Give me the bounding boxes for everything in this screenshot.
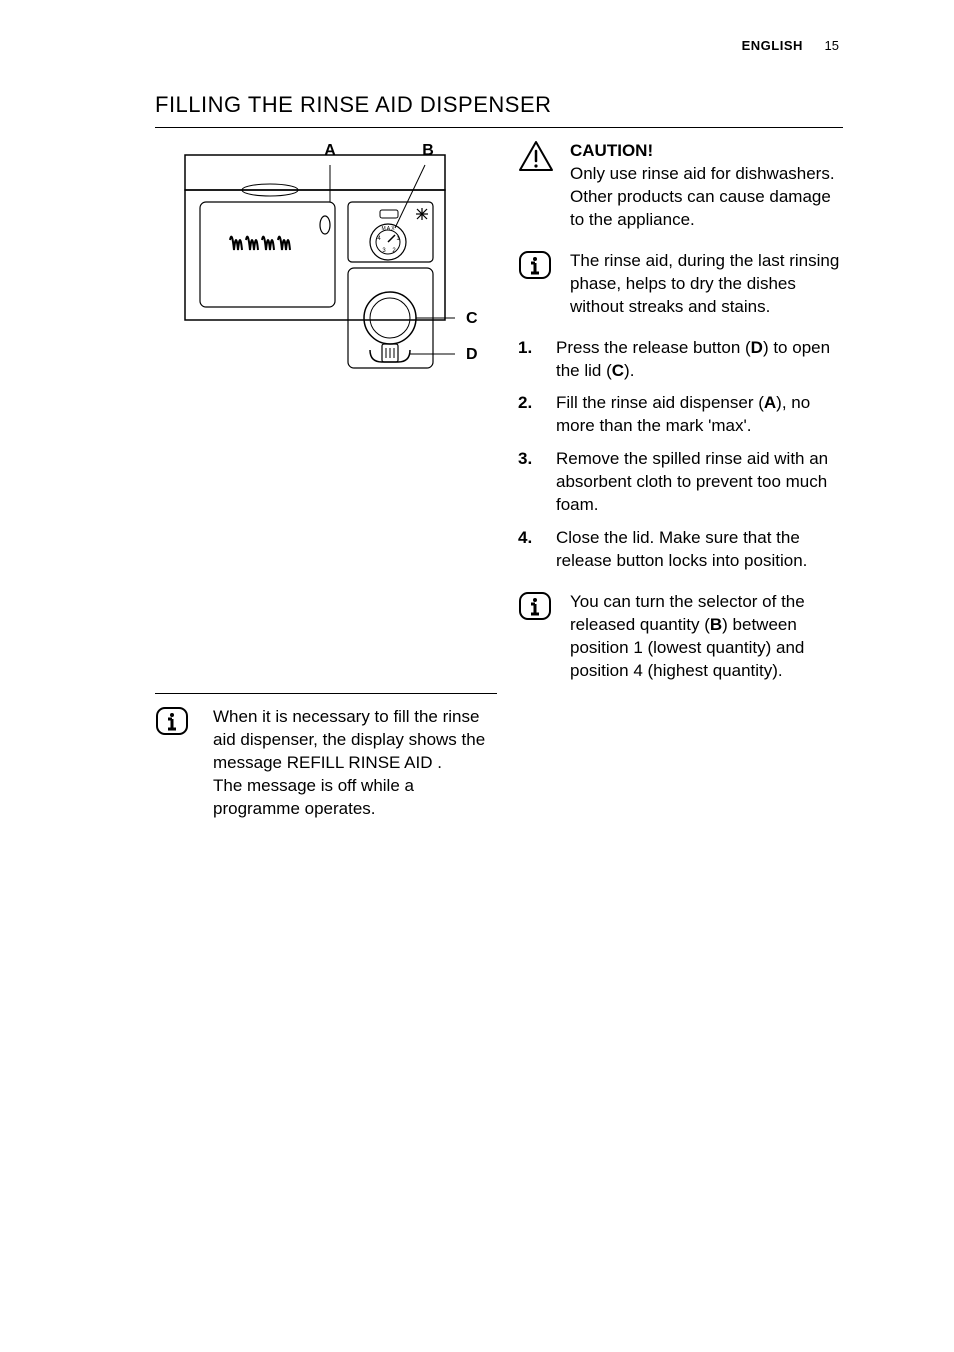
bottom-rule: [155, 693, 497, 694]
caution-callout: CAUTION! Only use rinse aid for dishwash…: [518, 140, 846, 232]
info1-body: The rinse aid, during the last rinsing p…: [570, 250, 846, 319]
header-language: ENGLISH: [742, 38, 803, 53]
left-column: M A X 4 3 2 1 A B: [155, 140, 495, 405]
diagram-label-a: A: [324, 142, 336, 159]
step-number: 4.: [518, 527, 556, 573]
info-callout-2: You can turn the selector of the release…: [518, 591, 846, 683]
step-text: Press the release button (D) to open the…: [556, 337, 846, 383]
step-item: 3.Remove the spilled rinse aid with an a…: [518, 448, 846, 517]
page-header: ENGLISH 15: [742, 38, 839, 53]
info-callout-3: When it is necessary to fill the rinse a…: [155, 706, 497, 821]
svg-text:3: 3: [382, 248, 386, 254]
section-title: FILLING THE RINSE AID DISPENSER: [155, 92, 552, 118]
info3-body: When it is necessary to fill the rinse a…: [213, 706, 497, 821]
right-column: CAUTION! Only use rinse aid for dishwash…: [518, 140, 846, 701]
header-page-number: 15: [825, 38, 839, 53]
step-number: 3.: [518, 448, 556, 517]
caution-icon: [518, 140, 554, 172]
section-rule: [155, 127, 843, 128]
info-icon: [155, 706, 189, 736]
info2-body: You can turn the selector of the release…: [570, 591, 846, 683]
dispenser-diagram: M A X 4 3 2 1 A B: [170, 140, 480, 405]
step-number: 1.: [518, 337, 556, 383]
diagram-label-d: D: [466, 346, 478, 363]
caution-body: Only use rinse aid for dishwashers. Othe…: [570, 163, 846, 232]
info-icon: [518, 591, 552, 621]
info-callout-1: The rinse aid, during the last rinsing p…: [518, 250, 846, 319]
step-item: 1.Press the release button (D) to open t…: [518, 337, 846, 383]
steps-list: 1.Press the release button (D) to open t…: [518, 337, 846, 573]
diagram-label-b: B: [422, 142, 434, 159]
step-number: 2.: [518, 392, 556, 438]
diagram-label-c: C: [466, 310, 478, 327]
caution-heading: CAUTION!: [570, 140, 846, 163]
svg-text:M A X: M A X: [381, 226, 395, 232]
step-item: 2.Fill the rinse aid dispenser (A), no m…: [518, 392, 846, 438]
step-text: Remove the spilled rinse aid with an abs…: [556, 448, 846, 517]
step-item: 4.Close the lid. Make sure that the rele…: [518, 527, 846, 573]
step-text: Close the lid. Make sure that the releas…: [556, 527, 846, 573]
step-text: Fill the rinse aid dispenser (A), no mor…: [556, 392, 846, 438]
info-icon: [518, 250, 552, 280]
svg-text:4: 4: [377, 236, 381, 242]
